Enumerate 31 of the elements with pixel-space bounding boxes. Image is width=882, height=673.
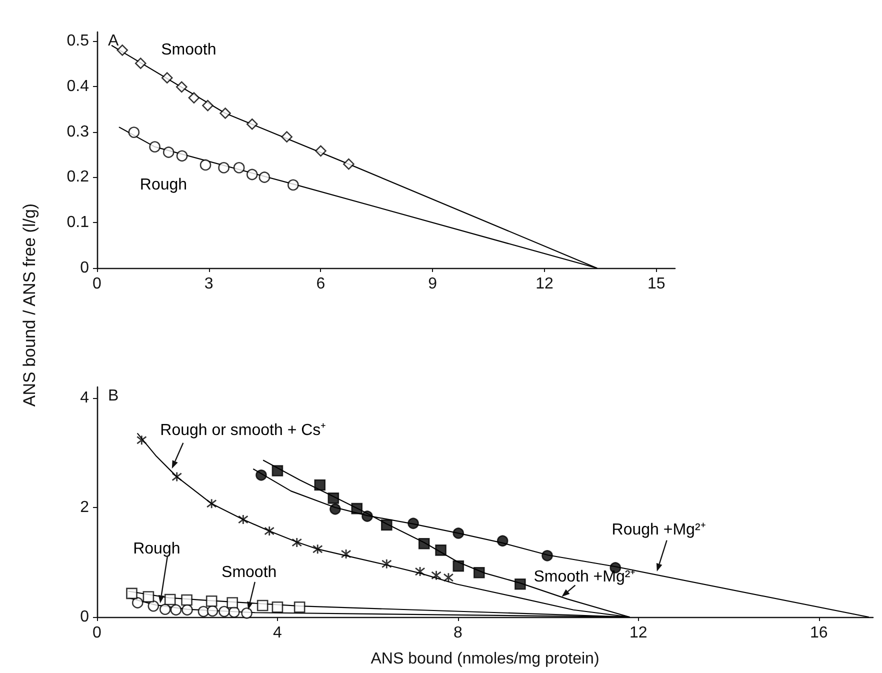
x-tick-label: 3 <box>204 276 214 292</box>
y-tick-label: 0.2 <box>66 168 90 186</box>
x-tick-label: 4 <box>273 624 282 642</box>
series-label: Rough +Mg²⁺ <box>612 521 706 538</box>
series-label: Rough <box>140 176 188 194</box>
y-tick-label: 0 <box>80 260 90 276</box>
y-tick-label: 0.1 <box>66 214 90 232</box>
series-label: Smooth <box>222 564 277 582</box>
series-label: Rough or smooth + Cs⁺ <box>160 422 326 439</box>
x-tick-label: 15 <box>647 276 666 292</box>
y-tick-label: 0 <box>80 608 90 626</box>
chart-title: B <box>108 388 119 404</box>
y-tick-label: 2 <box>80 498 90 516</box>
y-axis-title: ANS bound / ANS free (l/g) <box>20 203 40 407</box>
series-label: Smooth <box>161 42 216 59</box>
x-tick-label: 6 <box>316 276 326 292</box>
x-tick-label: 12 <box>536 276 554 292</box>
x-tick-label: 0 <box>92 276 102 292</box>
series-label: Smooth +Mg²⁺ <box>534 568 636 586</box>
text: Rough <box>133 540 180 558</box>
x-tick-label: 0 <box>92 624 102 642</box>
x-tick-label: 12 <box>629 624 648 642</box>
y-tick-label: 0.3 <box>66 123 90 140</box>
chart-title: A <box>108 32 119 50</box>
x-tick-label: 8 <box>453 624 462 642</box>
y-tick-label: 0.4 <box>66 78 90 95</box>
y-tick-label: 4 <box>80 389 90 406</box>
y-tick-label: 0.5 <box>66 32 90 50</box>
x-axis-title: ANS bound (nmoles/mg protein) <box>370 650 600 668</box>
x-tick-label: 9 <box>428 276 438 292</box>
x-tick-label: 16 <box>810 624 828 642</box>
